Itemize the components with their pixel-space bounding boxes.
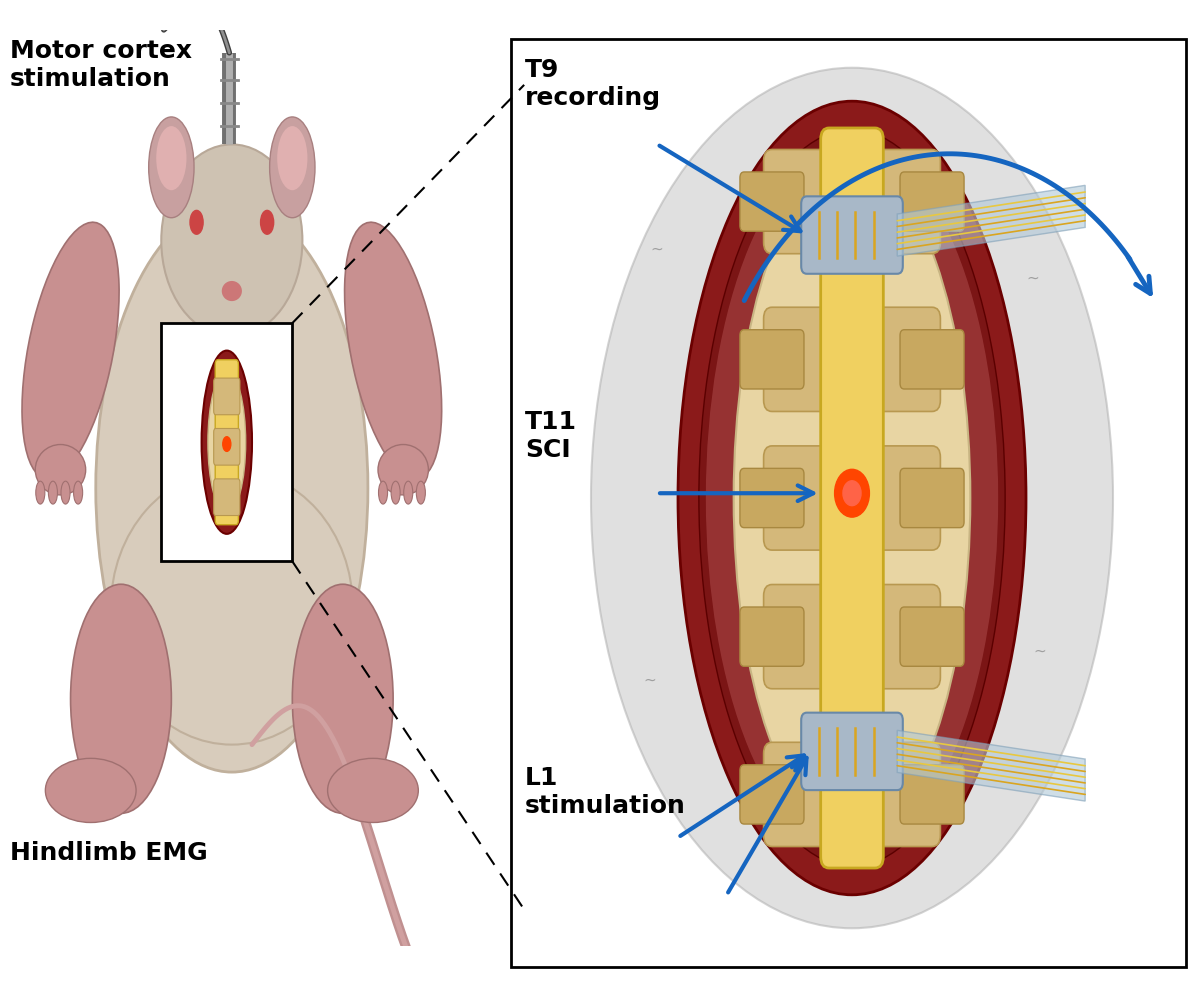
- Ellipse shape: [403, 481, 413, 504]
- FancyBboxPatch shape: [215, 360, 239, 525]
- Text: ~: ~: [1026, 271, 1039, 286]
- Ellipse shape: [592, 68, 1114, 928]
- FancyBboxPatch shape: [763, 307, 941, 411]
- FancyBboxPatch shape: [214, 428, 240, 465]
- FancyBboxPatch shape: [740, 330, 804, 389]
- Ellipse shape: [36, 481, 44, 504]
- FancyBboxPatch shape: [740, 765, 804, 824]
- Ellipse shape: [61, 481, 70, 504]
- Ellipse shape: [73, 481, 83, 504]
- Ellipse shape: [35, 444, 85, 495]
- Circle shape: [835, 469, 869, 517]
- Ellipse shape: [293, 585, 394, 814]
- Ellipse shape: [96, 204, 368, 772]
- Ellipse shape: [344, 222, 442, 479]
- FancyBboxPatch shape: [900, 330, 964, 389]
- Ellipse shape: [149, 117, 194, 218]
- Ellipse shape: [222, 281, 242, 301]
- FancyBboxPatch shape: [214, 479, 240, 516]
- FancyBboxPatch shape: [900, 607, 964, 666]
- Ellipse shape: [328, 758, 419, 823]
- FancyBboxPatch shape: [763, 149, 941, 254]
- Text: Hindlimb EMG: Hindlimb EMG: [10, 841, 208, 865]
- Ellipse shape: [416, 481, 425, 504]
- Circle shape: [842, 481, 862, 506]
- Ellipse shape: [277, 126, 307, 190]
- Text: L1
stimulation: L1 stimulation: [524, 766, 685, 818]
- Text: ~: ~: [643, 672, 656, 687]
- Circle shape: [190, 210, 203, 234]
- FancyBboxPatch shape: [900, 172, 964, 231]
- FancyBboxPatch shape: [740, 468, 804, 528]
- Polygon shape: [898, 185, 1085, 256]
- Ellipse shape: [71, 585, 172, 814]
- Circle shape: [260, 210, 274, 234]
- Ellipse shape: [391, 481, 400, 504]
- Ellipse shape: [202, 351, 252, 534]
- Ellipse shape: [698, 129, 1006, 867]
- FancyBboxPatch shape: [763, 742, 941, 847]
- Bar: [161, 323, 293, 562]
- Text: Motor cortex
stimulation: Motor cortex stimulation: [10, 39, 192, 91]
- Ellipse shape: [48, 481, 58, 504]
- Ellipse shape: [46, 758, 136, 823]
- Ellipse shape: [156, 126, 186, 190]
- FancyBboxPatch shape: [763, 585, 941, 689]
- Ellipse shape: [378, 444, 428, 495]
- Ellipse shape: [378, 481, 388, 504]
- FancyBboxPatch shape: [740, 172, 804, 231]
- Text: ~: ~: [650, 242, 664, 257]
- Text: T9
recording: T9 recording: [524, 58, 661, 110]
- Ellipse shape: [208, 372, 246, 513]
- Text: ~: ~: [1033, 643, 1046, 658]
- Text: T11
SCI: T11 SCI: [524, 410, 577, 462]
- FancyBboxPatch shape: [802, 713, 902, 790]
- Ellipse shape: [270, 117, 314, 218]
- FancyBboxPatch shape: [802, 196, 902, 274]
- Ellipse shape: [161, 144, 302, 337]
- Ellipse shape: [22, 222, 119, 479]
- Ellipse shape: [110, 470, 353, 745]
- FancyBboxPatch shape: [740, 607, 804, 666]
- Ellipse shape: [706, 144, 998, 852]
- Polygon shape: [898, 730, 1085, 801]
- Ellipse shape: [186, 277, 277, 351]
- Ellipse shape: [733, 163, 971, 833]
- FancyBboxPatch shape: [214, 378, 240, 414]
- Ellipse shape: [678, 102, 1026, 894]
- FancyBboxPatch shape: [763, 446, 941, 550]
- FancyBboxPatch shape: [821, 127, 883, 869]
- FancyBboxPatch shape: [900, 468, 964, 528]
- FancyBboxPatch shape: [900, 765, 964, 824]
- Circle shape: [223, 436, 230, 451]
